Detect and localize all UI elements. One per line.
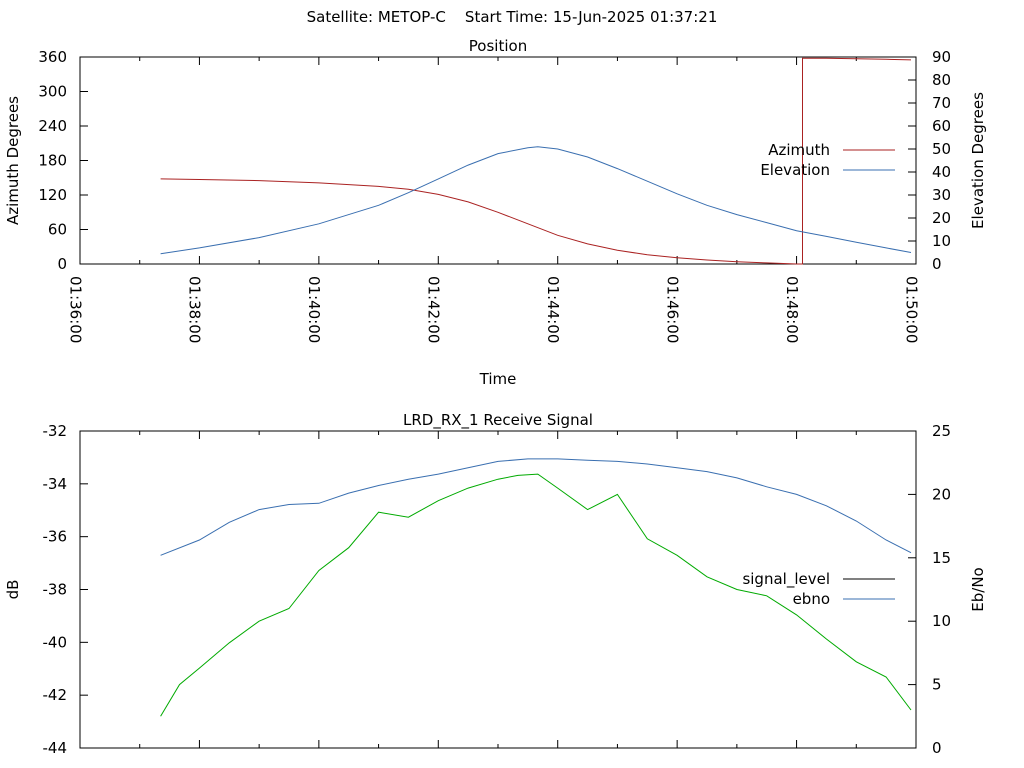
y2-axis-label: Elevation Degrees [969,92,987,229]
y2-tick-label: 20 [932,485,951,503]
plot-title: Position [469,37,527,55]
y2-tick-label: 25 [932,422,951,440]
y2-tick-label: 40 [932,163,951,181]
y-tick-label: 60 [48,221,67,239]
y-tick-label: -44 [43,739,68,757]
y-tick-label: 0 [57,255,67,273]
y-tick-label: 360 [38,48,67,66]
y-tick-label: 120 [38,186,67,204]
y2-axis-label: Eb/No [969,567,987,611]
y-tick-label: -34 [43,475,68,493]
x-tick-label: 01:38:00 [186,276,204,343]
y-tick-label: 180 [38,152,67,170]
y2-tick-label: 30 [932,186,951,204]
y-axis-label: dB [4,580,22,600]
series-line-Elevation [160,146,912,255]
y2-tick-label: 80 [932,71,951,89]
y-tick-label: 240 [38,117,67,135]
x-tick-label: 01:44:00 [544,276,562,343]
plot-frame [79,430,917,749]
y-tick-label: -40 [43,633,68,651]
y2-tick-label: 60 [932,117,951,135]
chart-title: Satellite: METOP-C Start Time: 15-Jun-20… [306,8,718,26]
y2-tick-label: 5 [932,676,942,694]
y2-tick-label: 0 [932,739,942,757]
series-line-Azimuth [160,57,912,265]
x-tick-label: 01:42:00 [425,276,443,343]
y2-tick-label: 10 [932,612,951,630]
series-line-unnamed-2 [160,473,912,717]
y-tick-label: -36 [43,528,68,546]
y-axis-label: Azimuth Degrees [4,96,22,225]
x-tick-label: 01:40:00 [305,276,323,343]
y-tick-label: -42 [43,686,68,704]
x-axis-label: Time [479,370,517,388]
y-tick-label: -38 [43,581,68,599]
y2-tick-label: 15 [932,549,951,567]
x-tick-label: 01:46:00 [663,276,681,343]
x-tick-label: 01:48:00 [783,276,801,343]
y2-tick-label: 0 [932,255,942,273]
legend-label: ebno [793,590,830,608]
y-tick-label: 300 [38,83,67,101]
x-tick-label: 01:50:00 [902,276,920,343]
y2-tick-label: 50 [932,140,951,158]
y2-tick-label: 70 [932,94,951,112]
legend-label: signal_level [742,570,830,589]
y2-tick-label: 10 [932,232,951,250]
legend-label: Azimuth [768,141,830,159]
x-tick-label: 01:36:00 [66,276,84,343]
series-line-ebno [160,458,912,556]
y2-tick-label: 90 [932,48,951,66]
y-tick-label: -32 [43,422,68,440]
y2-tick-label: 20 [932,209,951,227]
legend-label: Elevation [760,161,830,179]
plot-title: LRD_RX_1 Receive Signal [403,411,593,430]
